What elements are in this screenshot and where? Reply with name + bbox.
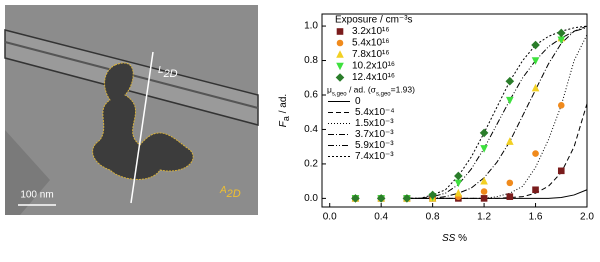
y-axis-subscript: a xyxy=(281,116,291,121)
data-point xyxy=(557,36,566,45)
area-label: A2D xyxy=(219,185,241,200)
tem-image: L2D A2D 100 nm xyxy=(4,5,259,215)
chart: 0.0 0.4 0.8 1.2 1.6 2.0 0.0 0.2 0.4 0.6 0.8 1.0 SS %… xyxy=(278,13,594,244)
curve-legend-title-part: μ xyxy=(327,85,332,95)
data-point xyxy=(506,96,514,105)
data-point xyxy=(505,76,515,86)
y-tick-label: 1.0 xyxy=(304,21,318,32)
length-label: L2D xyxy=(158,65,178,80)
data-point xyxy=(506,179,514,187)
data-point xyxy=(480,188,488,195)
x-tick-label: 1.6 xyxy=(529,212,543,223)
marker xyxy=(335,73,345,82)
data-point xyxy=(531,40,540,50)
data-point xyxy=(454,188,463,197)
legend-label: 7.4x10⁻³ xyxy=(355,151,394,162)
data-point xyxy=(428,190,437,200)
length-subscript: 2D xyxy=(163,68,178,80)
data-point xyxy=(402,194,412,203)
length-symbol: L xyxy=(158,65,164,76)
marker xyxy=(336,28,344,35)
length-arrow xyxy=(130,51,154,204)
data-point xyxy=(351,194,360,203)
y-axis-label: Fa / ad. xyxy=(278,94,292,127)
y-axis-unit: / ad. xyxy=(278,94,289,116)
data-point xyxy=(479,128,489,138)
y-tick-label: 0.4 xyxy=(304,124,318,135)
aggregate xyxy=(92,62,194,180)
data-point xyxy=(557,167,565,175)
curve-legend-title-part: s,geo xyxy=(332,91,347,97)
y-tick-label: 0.8 xyxy=(304,55,318,66)
data-point xyxy=(506,193,514,200)
data-point xyxy=(480,176,488,185)
legend-title: Exposure / cm⁻³s xyxy=(335,15,413,26)
legend-label: 10.2x10¹⁶ xyxy=(352,61,395,72)
legend-label: 12.4x10¹⁶ xyxy=(352,72,395,83)
y-tick-label: 0.0 xyxy=(304,193,318,204)
data-point xyxy=(506,137,514,145)
curve xyxy=(406,27,588,199)
data-point xyxy=(532,186,539,194)
data-point xyxy=(454,179,463,188)
data-point xyxy=(480,145,488,153)
curve xyxy=(406,34,588,199)
legend-label: 1.5x10⁻³ xyxy=(355,118,394,129)
curve-legend-title: μs,geo / ad. (σs,geo=1.93) xyxy=(327,85,415,97)
data-point xyxy=(376,194,386,203)
y-axis-symbol: F xyxy=(278,120,289,127)
legend-label: 7.8x10¹⁶ xyxy=(352,49,389,60)
data-point xyxy=(556,28,566,38)
x-axis-symbol: SS xyxy=(442,233,456,244)
x-tick-label: 0.0 xyxy=(323,212,337,223)
data-point xyxy=(480,195,488,202)
legend-label: 5.9x10⁻³ xyxy=(355,140,394,151)
data-point xyxy=(454,171,463,181)
x-tick-label: 0.4 xyxy=(374,212,388,223)
film xyxy=(5,130,50,215)
x-tick-label: 1.2 xyxy=(477,212,491,223)
data-point xyxy=(531,57,540,65)
curve xyxy=(406,25,588,199)
curve-legend-title-part: s,geo xyxy=(376,91,391,97)
x-tick-label: 0.8 xyxy=(426,212,440,223)
marker xyxy=(336,62,344,71)
curve xyxy=(406,103,588,199)
marker xyxy=(336,50,344,58)
legend-label: 3.2x10¹⁶ xyxy=(352,26,389,37)
data-point xyxy=(557,102,565,109)
scale-label: 100 nm xyxy=(20,190,53,201)
legend-label: 3.7x10⁻³ xyxy=(355,129,394,140)
legend-label: 5.4x10¹⁶ xyxy=(352,38,389,49)
plot-frame xyxy=(321,13,588,208)
y-tick-label: 0.2 xyxy=(304,159,318,170)
data-point xyxy=(532,150,539,157)
marker xyxy=(336,39,344,47)
x-axis-label: SS % xyxy=(442,233,467,244)
data-point xyxy=(531,83,540,92)
legend-label: 0 xyxy=(355,96,361,107)
curve-legend-title-part: =1.93) xyxy=(391,85,416,95)
x-axis-unit: % xyxy=(455,233,467,244)
area-symbol: A xyxy=(219,185,227,196)
curve-legend-title-part: / ad. (σ xyxy=(347,85,377,95)
legend-label: 5.4x10⁻⁴ xyxy=(355,107,395,118)
area-subscript: 2D xyxy=(226,188,241,200)
x-tick-label: 2.0 xyxy=(580,212,594,223)
y-tick-label: 0.6 xyxy=(304,90,318,101)
